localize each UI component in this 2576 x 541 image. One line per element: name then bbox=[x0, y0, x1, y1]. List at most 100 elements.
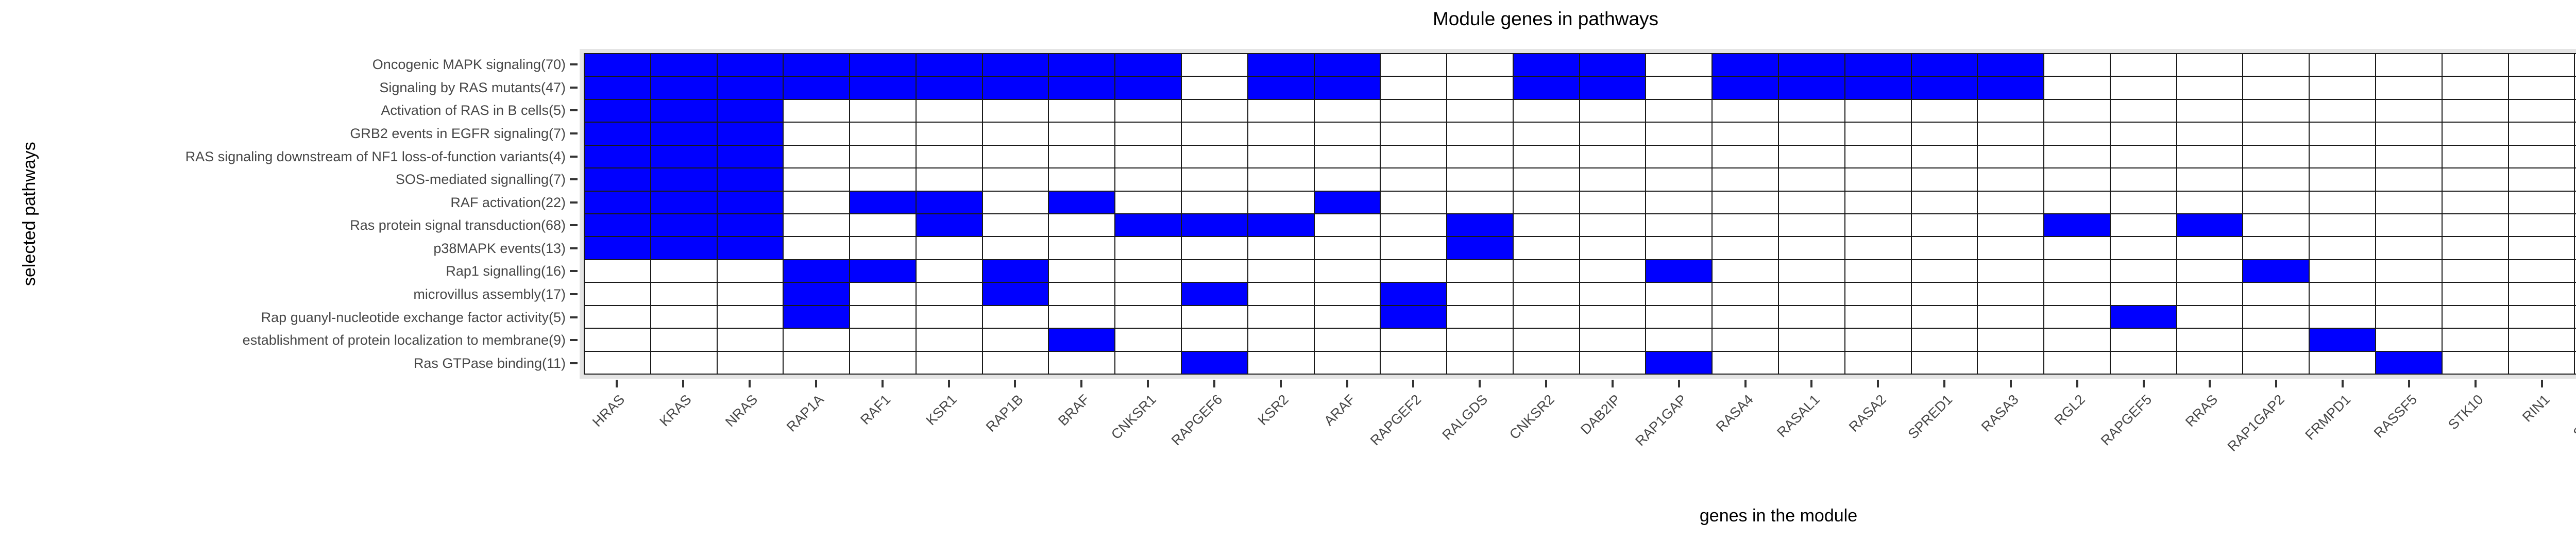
heatmap-cell bbox=[2110, 283, 2176, 305]
heatmap-cell bbox=[1911, 168, 1977, 191]
heatmap-cell bbox=[2310, 191, 2375, 213]
x-axis-title: genes in the module bbox=[1699, 506, 1858, 526]
heatmap-cell bbox=[1845, 123, 1911, 145]
x-tick-label: DAB2IP bbox=[1577, 392, 1624, 438]
x-tick-mark bbox=[2275, 380, 2278, 387]
y-tick-label: SOS-mediated signalling(7) bbox=[395, 172, 566, 188]
heatmap-cell bbox=[1845, 351, 1911, 374]
heatmap-cell bbox=[2177, 145, 2243, 168]
heatmap-cell bbox=[1115, 77, 1181, 99]
heatmap-cell bbox=[1447, 260, 1513, 282]
heatmap-cell bbox=[717, 123, 783, 145]
heatmap-cell bbox=[1381, 351, 1447, 374]
heatmap-cell bbox=[1646, 54, 1712, 76]
heatmap-cell bbox=[717, 329, 783, 351]
heatmap-cell bbox=[2243, 168, 2309, 191]
heatmap-cell bbox=[1248, 77, 1314, 99]
heatmap-cell bbox=[1845, 214, 1911, 236]
heatmap-cell bbox=[1182, 237, 1247, 259]
y-tick-mark bbox=[570, 86, 578, 89]
y-tick-mark bbox=[570, 63, 578, 66]
heatmap-cell bbox=[2110, 99, 2176, 122]
heatmap-cell bbox=[2376, 329, 2442, 351]
heatmap-cell bbox=[1713, 54, 1778, 76]
heatmap-cell bbox=[1646, 191, 1712, 213]
heatmap-cell bbox=[585, 329, 650, 351]
heatmap-cell bbox=[2442, 145, 2508, 168]
heatmap-cell bbox=[2044, 283, 2110, 305]
heatmap-cell bbox=[2376, 168, 2442, 191]
heatmap-cell bbox=[2442, 77, 2508, 99]
heatmap-cell bbox=[2243, 306, 2309, 328]
heatmap-cell bbox=[585, 77, 650, 99]
heatmap-cell bbox=[1447, 283, 1513, 305]
heatmap-cell bbox=[1115, 99, 1181, 122]
x-tick-mark bbox=[1080, 380, 1083, 387]
x-tick-mark bbox=[2209, 380, 2211, 387]
heatmap-cell bbox=[1845, 329, 1911, 351]
heatmap-cell bbox=[2044, 306, 2110, 328]
y-tick-mark bbox=[570, 155, 578, 158]
heatmap-cell bbox=[1513, 306, 1579, 328]
heatmap-cell bbox=[651, 77, 717, 99]
heatmap-cell bbox=[1513, 168, 1579, 191]
heatmap-cell bbox=[916, 306, 982, 328]
heatmap-cell bbox=[2310, 237, 2375, 259]
heatmap-cell bbox=[1248, 283, 1314, 305]
heatmap-cell bbox=[2310, 77, 2375, 99]
heatmap-cell bbox=[2509, 260, 2574, 282]
heatmap-cell bbox=[651, 351, 717, 374]
heatmap-cell bbox=[784, 191, 850, 213]
heatmap-cell bbox=[717, 54, 783, 76]
heatmap-cell bbox=[982, 54, 1048, 76]
x-tick-mark bbox=[2009, 380, 2012, 387]
y-tick-mark bbox=[570, 178, 578, 181]
heatmap-cell bbox=[2243, 77, 2309, 99]
heatmap-cell bbox=[1115, 54, 1181, 76]
heatmap-cell bbox=[1381, 145, 1447, 168]
heatmap-cell bbox=[1911, 145, 1977, 168]
heatmap-cell bbox=[2442, 306, 2508, 328]
heatmap-cell bbox=[1314, 77, 1380, 99]
heatmap-cell bbox=[1381, 54, 1447, 76]
heatmap-cell bbox=[1513, 145, 1579, 168]
heatmap-cell bbox=[2177, 168, 2243, 191]
heatmap-cell bbox=[1911, 99, 1977, 122]
x-tick-label: CNKSR2 bbox=[1506, 392, 1557, 443]
heatmap-cell bbox=[1115, 123, 1181, 145]
heatmap-cell bbox=[717, 260, 783, 282]
x-tick-label: RAP1GAP2 bbox=[2224, 392, 2287, 455]
heatmap-cell bbox=[1115, 214, 1181, 236]
heatmap-cell bbox=[1513, 283, 1579, 305]
heatmap-cell bbox=[1845, 260, 1911, 282]
x-tick-mark bbox=[1479, 380, 1481, 387]
x-tick-mark bbox=[1147, 380, 1149, 387]
heatmap-cell bbox=[916, 99, 982, 122]
heatmap-cell bbox=[1646, 99, 1712, 122]
heatmap-cell bbox=[1580, 99, 1646, 122]
heatmap-cell bbox=[2044, 351, 2110, 374]
heatmap-cell bbox=[2044, 260, 2110, 282]
heatmap-cell bbox=[2509, 351, 2574, 374]
y-tick-label: Rap guanyl-nucleotide exchange factor ac… bbox=[261, 309, 566, 325]
heatmap-cell bbox=[2376, 260, 2442, 282]
heatmap-cell bbox=[2110, 145, 2176, 168]
heatmap-cell bbox=[1049, 306, 1115, 328]
heatmap-cell bbox=[651, 191, 717, 213]
y-tick-label: RAF activation(22) bbox=[450, 194, 566, 210]
heatmap-cell bbox=[2376, 77, 2442, 99]
heatmap-cell bbox=[1978, 351, 2044, 374]
heatmap-cell bbox=[1713, 145, 1778, 168]
y-tick-label: Ras protein signal transduction(68) bbox=[350, 217, 566, 233]
heatmap-cell bbox=[1845, 168, 1911, 191]
heatmap-cell bbox=[1580, 351, 1646, 374]
heatmap-cell bbox=[717, 191, 783, 213]
heatmap-cell bbox=[1182, 54, 1247, 76]
heatmap-cell bbox=[2110, 54, 2176, 76]
heatmap-cell bbox=[651, 260, 717, 282]
heatmap-cell bbox=[651, 168, 717, 191]
heatmap-cell bbox=[1115, 329, 1181, 351]
heatmap-cell bbox=[1580, 77, 1646, 99]
heatmap-cell bbox=[2442, 329, 2508, 351]
heatmap-cell bbox=[1779, 77, 1844, 99]
